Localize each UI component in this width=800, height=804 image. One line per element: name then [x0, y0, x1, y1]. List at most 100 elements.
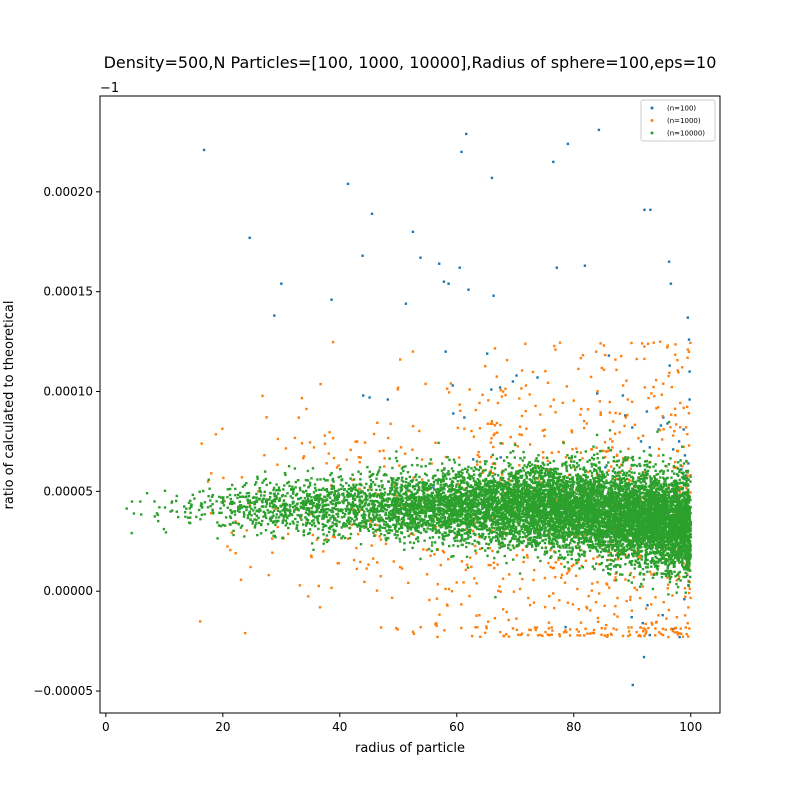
- series-n1000-point: [670, 414, 672, 416]
- series-n10000-point: [654, 470, 656, 472]
- series-n1000-point: [395, 627, 397, 629]
- series-n1000-point: [593, 629, 595, 631]
- series-n1000-point: [400, 446, 402, 448]
- series-n1000-point: [469, 557, 471, 559]
- series-n1000-point: [687, 635, 689, 637]
- series-n100-point: [273, 314, 275, 316]
- series-n10000-point: [428, 485, 430, 487]
- series-n100-point: [584, 265, 586, 267]
- series-n1000-point: [422, 548, 424, 550]
- series-n1000-point: [526, 556, 528, 558]
- y-axis-label: ratio of calculated to theoretical: [2, 301, 17, 510]
- series-n1000-point: [650, 573, 652, 575]
- series-n100-point: [646, 604, 648, 606]
- series-n1000-point: [591, 589, 593, 591]
- series-n1000-point: [596, 581, 598, 583]
- series-n10000-point: [589, 459, 591, 461]
- series-n1000-point: [676, 450, 678, 452]
- y-tick-label: 0.00010: [43, 385, 93, 399]
- series-n10000-point: [282, 488, 284, 490]
- series-n1000-point: [506, 611, 508, 613]
- series-n10000-point: [607, 447, 609, 449]
- series-n10000-point: [634, 567, 636, 569]
- series-n1000-point: [526, 554, 528, 556]
- series-n10000-point: [234, 488, 236, 490]
- series-n1000-point: [662, 634, 664, 636]
- series-n10000-point: [579, 549, 581, 551]
- series-n1000-point: [629, 634, 631, 636]
- series-n1000-point: [470, 430, 472, 432]
- series-n1000-point: [489, 564, 491, 566]
- series-n1000-point: [534, 626, 536, 628]
- series-n1000-point: [588, 595, 590, 597]
- series-n1000-point: [478, 451, 480, 453]
- series-n1000-point: [276, 464, 278, 466]
- series-n1000-point: [596, 390, 598, 392]
- series-n10000-point: [593, 454, 595, 456]
- series-n1000-point: [544, 631, 546, 633]
- series-n1000-point: [389, 423, 391, 425]
- series-n1000-point: [552, 592, 554, 594]
- series-n1000-point: [622, 384, 624, 386]
- series-n1000-point: [577, 368, 579, 370]
- series-n1000-point: [435, 625, 437, 627]
- series-n1000-point: [438, 613, 440, 615]
- series-n1000-point: [479, 461, 481, 463]
- series-n1000-point: [519, 588, 521, 590]
- series-n1000-point: [609, 411, 611, 413]
- y-tick-label: 0.00000: [43, 584, 93, 598]
- series-n100-point: [512, 380, 514, 382]
- series-n1000-point: [265, 416, 267, 418]
- series-n1000-point: [525, 410, 527, 412]
- series-n1000-point: [553, 607, 555, 609]
- series-n1000-point: [271, 537, 273, 539]
- series-n100-point: [486, 352, 488, 354]
- series-n1000-point: [485, 625, 487, 627]
- series-n100-point: [515, 374, 517, 376]
- series-n1000-point: [318, 585, 320, 587]
- series-n1000-point: [539, 634, 541, 636]
- series-n1000-point: [688, 592, 690, 594]
- series-n1000-point: [605, 624, 607, 626]
- series-n1000-point: [616, 455, 618, 457]
- series-n1000-point: [548, 622, 550, 624]
- series-n1000-point: [571, 448, 573, 450]
- series-n100-point: [688, 398, 690, 400]
- series-n1000-point: [494, 617, 496, 619]
- series-n1000-point: [481, 394, 483, 396]
- series-n1000-point: [359, 561, 361, 563]
- series-n10000-point: [619, 450, 621, 452]
- series-n1000-point: [603, 369, 605, 371]
- series-n1000-point: [657, 614, 659, 616]
- series-n10000-point: [369, 500, 371, 502]
- series-n1000-point: [460, 627, 462, 629]
- series-n1000-point: [670, 628, 672, 630]
- series-n10000-point: [660, 470, 662, 472]
- series-n100-point: [632, 684, 634, 686]
- series-n1000-point: [521, 578, 523, 580]
- series-n10000-point: [323, 543, 325, 545]
- series-n1000-point: [246, 529, 248, 531]
- series-n1000-point: [687, 622, 689, 624]
- series-n10000-point: [497, 491, 499, 493]
- series-n1000-point: [678, 575, 680, 577]
- series-n1000-point: [529, 393, 531, 395]
- series-n100-point: [622, 394, 624, 396]
- series-n10000-point: [279, 511, 281, 513]
- series-n1000-point: [686, 357, 688, 359]
- series-n1000-point: [412, 425, 414, 427]
- series-n10000-point: [261, 520, 263, 522]
- series-n1000-point: [508, 573, 510, 575]
- series-n1000-point: [436, 636, 438, 638]
- series-n10000-point: [220, 512, 222, 514]
- series-n1000-point: [492, 446, 494, 448]
- series-n10000-point: [272, 489, 274, 491]
- series-n10000-point: [621, 573, 623, 575]
- series-n10000-point: [618, 466, 620, 468]
- series-n10000-point: [373, 516, 375, 518]
- series-n1000-point: [665, 629, 667, 631]
- series-n1000-point: [611, 446, 613, 448]
- series-n10000-point: [432, 477, 434, 479]
- series-n10000-point: [543, 475, 545, 477]
- series-n10000-point: [405, 481, 407, 483]
